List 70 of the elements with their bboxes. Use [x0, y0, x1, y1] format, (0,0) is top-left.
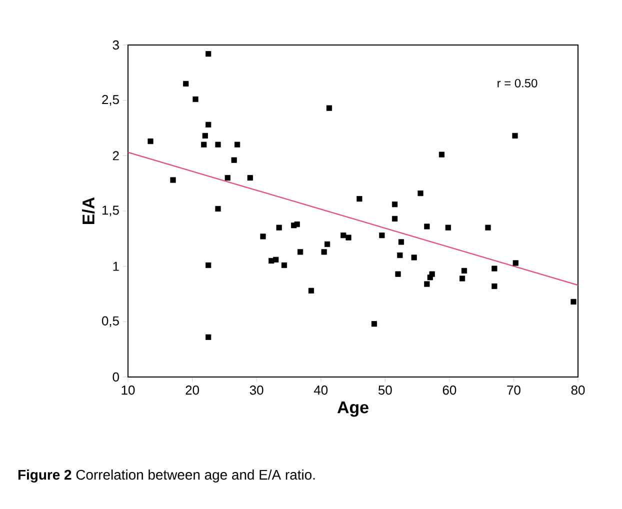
x-tick-label: 10: [122, 386, 135, 395]
point: [340, 232, 346, 238]
x-axis-title: Age: [337, 402, 368, 417]
point: [148, 138, 154, 144]
point: [395, 271, 401, 277]
point: [438, 152, 445, 158]
point: [206, 262, 212, 268]
point: [379, 232, 385, 238]
point: [192, 96, 198, 102]
point: [492, 266, 498, 272]
point: [424, 281, 430, 287]
point: [297, 249, 304, 255]
point: [397, 252, 403, 258]
point: [411, 254, 417, 260]
point: [273, 256, 279, 262]
point: [459, 276, 466, 282]
point: [202, 132, 208, 139]
point: [324, 241, 330, 247]
point: [281, 262, 288, 268]
point: [346, 234, 352, 240]
point: [206, 334, 212, 340]
x-tick-label: 50: [378, 386, 392, 395]
point: [215, 206, 221, 212]
point: [570, 298, 576, 305]
x-tick-label: 60: [442, 386, 456, 395]
point: [224, 175, 230, 181]
y-tick-label: 0: [112, 372, 119, 382]
y-tick-label: 1,5: [102, 206, 119, 216]
point: [485, 224, 491, 230]
point: [201, 142, 207, 148]
point: [429, 271, 435, 277]
point: [231, 157, 237, 163]
point: [492, 283, 498, 290]
y-tick-label: 3: [112, 40, 119, 50]
text: Figure 2 Correlation between age and E/A ratio.: [18, 469, 315, 483]
point: [308, 288, 314, 294]
y-tick-label: 2,5: [102, 94, 119, 106]
point: [183, 80, 189, 87]
point: [321, 249, 327, 255]
y-tick-label: 2: [112, 151, 119, 160]
y-tick-label: 0,5: [102, 316, 119, 328]
point: [392, 216, 398, 222]
point: [371, 321, 378, 327]
y-axis-title: E/A: [82, 197, 95, 224]
point: [392, 202, 398, 208]
point: [326, 105, 332, 111]
x-tick-label: 30: [250, 386, 264, 395]
x-tick-label: 20: [186, 386, 199, 395]
point: [512, 132, 518, 139]
point: [294, 221, 300, 228]
x-tick-label: 40: [314, 386, 328, 395]
annotation: r = 0.50: [498, 78, 538, 88]
point: [356, 196, 362, 202]
x-tick-label: 70: [507, 386, 520, 395]
point: [247, 175, 253, 181]
point: [276, 224, 282, 230]
point: [215, 142, 221, 148]
point: [170, 177, 176, 183]
point: [206, 122, 212, 128]
point: [398, 239, 404, 245]
point: [424, 224, 430, 230]
point: [512, 260, 518, 266]
point: [418, 190, 424, 196]
y-tick-label: 1: [113, 262, 119, 271]
point: [445, 224, 451, 230]
point: [206, 51, 212, 57]
point: [234, 142, 240, 148]
x-tick-label: 80: [571, 386, 585, 395]
point: [260, 234, 266, 240]
point: [461, 268, 468, 274]
